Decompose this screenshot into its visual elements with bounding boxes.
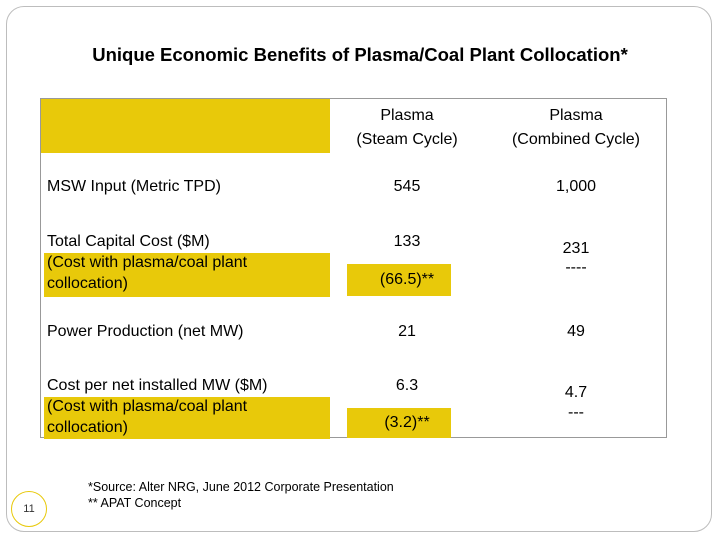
footnote-apat: ** APAT Concept: [88, 496, 182, 510]
header-steam-cycle: Plasma (Steam Cycle): [332, 104, 482, 152]
slide-frame: [6, 6, 712, 532]
row-capital-combined: 231: [562, 240, 590, 257]
slide-title: Unique Economic Benefits of Plasma/Coal …: [92, 44, 628, 65]
cost-label-highlight: [44, 397, 330, 439]
header-highlight: [41, 99, 330, 153]
cost-alt-highlight: [347, 408, 451, 438]
row-capital-steam: 133: [393, 233, 421, 250]
capital-label-line1: Total Capital Cost ($M): [47, 233, 210, 250]
row-cost-steam-alt: (3.2)**: [384, 414, 430, 431]
capital-label-line2: (Cost with plasma/coal plant: [47, 254, 248, 271]
capital-alt-highlight: [347, 264, 451, 296]
page-number: 11: [11, 491, 47, 527]
capital-label-highlight: [44, 253, 330, 297]
row-msw-combined: 1,000: [555, 178, 597, 195]
cost-label-line1: Cost per net installed MW ($M): [47, 377, 268, 394]
footnotes: *Source: Alter NRG, June 2012 Corporate …: [88, 479, 394, 511]
row-capital-steam-alt: (66.5)**: [379, 271, 435, 288]
row-msw-label: MSW Input (Metric TPD): [47, 178, 221, 195]
row-cost-combined: 4.7: [564, 384, 588, 401]
cost-label-line2: (Cost with plasma/coal plant: [47, 398, 248, 415]
row-power-combined: 49: [567, 323, 585, 340]
header-steam-line1: Plasma: [380, 107, 434, 124]
row-power-label: Power Production (net MW): [47, 323, 244, 340]
row-cost-combined-alt: ---: [568, 404, 584, 421]
row-cost-steam: 6.3: [395, 377, 419, 394]
row-msw-steam: 545: [393, 178, 421, 195]
header-steam-line2: (Steam Cycle): [356, 131, 458, 148]
header-combined-line1: Plasma: [549, 107, 603, 124]
header-combined-cycle: Plasma (Combined Cycle): [486, 104, 666, 152]
row-cost-label: Cost per net installed MW ($M) (Cost wit…: [47, 375, 268, 438]
footnote-source: *Source: Alter NRG, June 2012 Corporate …: [88, 480, 394, 494]
row-power-steam: 21: [398, 323, 416, 340]
capital-label-line3: collocation): [47, 275, 128, 292]
header-combined-line2: (Combined Cycle): [511, 131, 641, 148]
row-capital-combined-alt: ----: [565, 259, 587, 276]
row-capital-label: Total Capital Cost ($M) (Cost with plasm…: [47, 231, 247, 294]
cost-label-line3: collocation): [47, 419, 128, 436]
